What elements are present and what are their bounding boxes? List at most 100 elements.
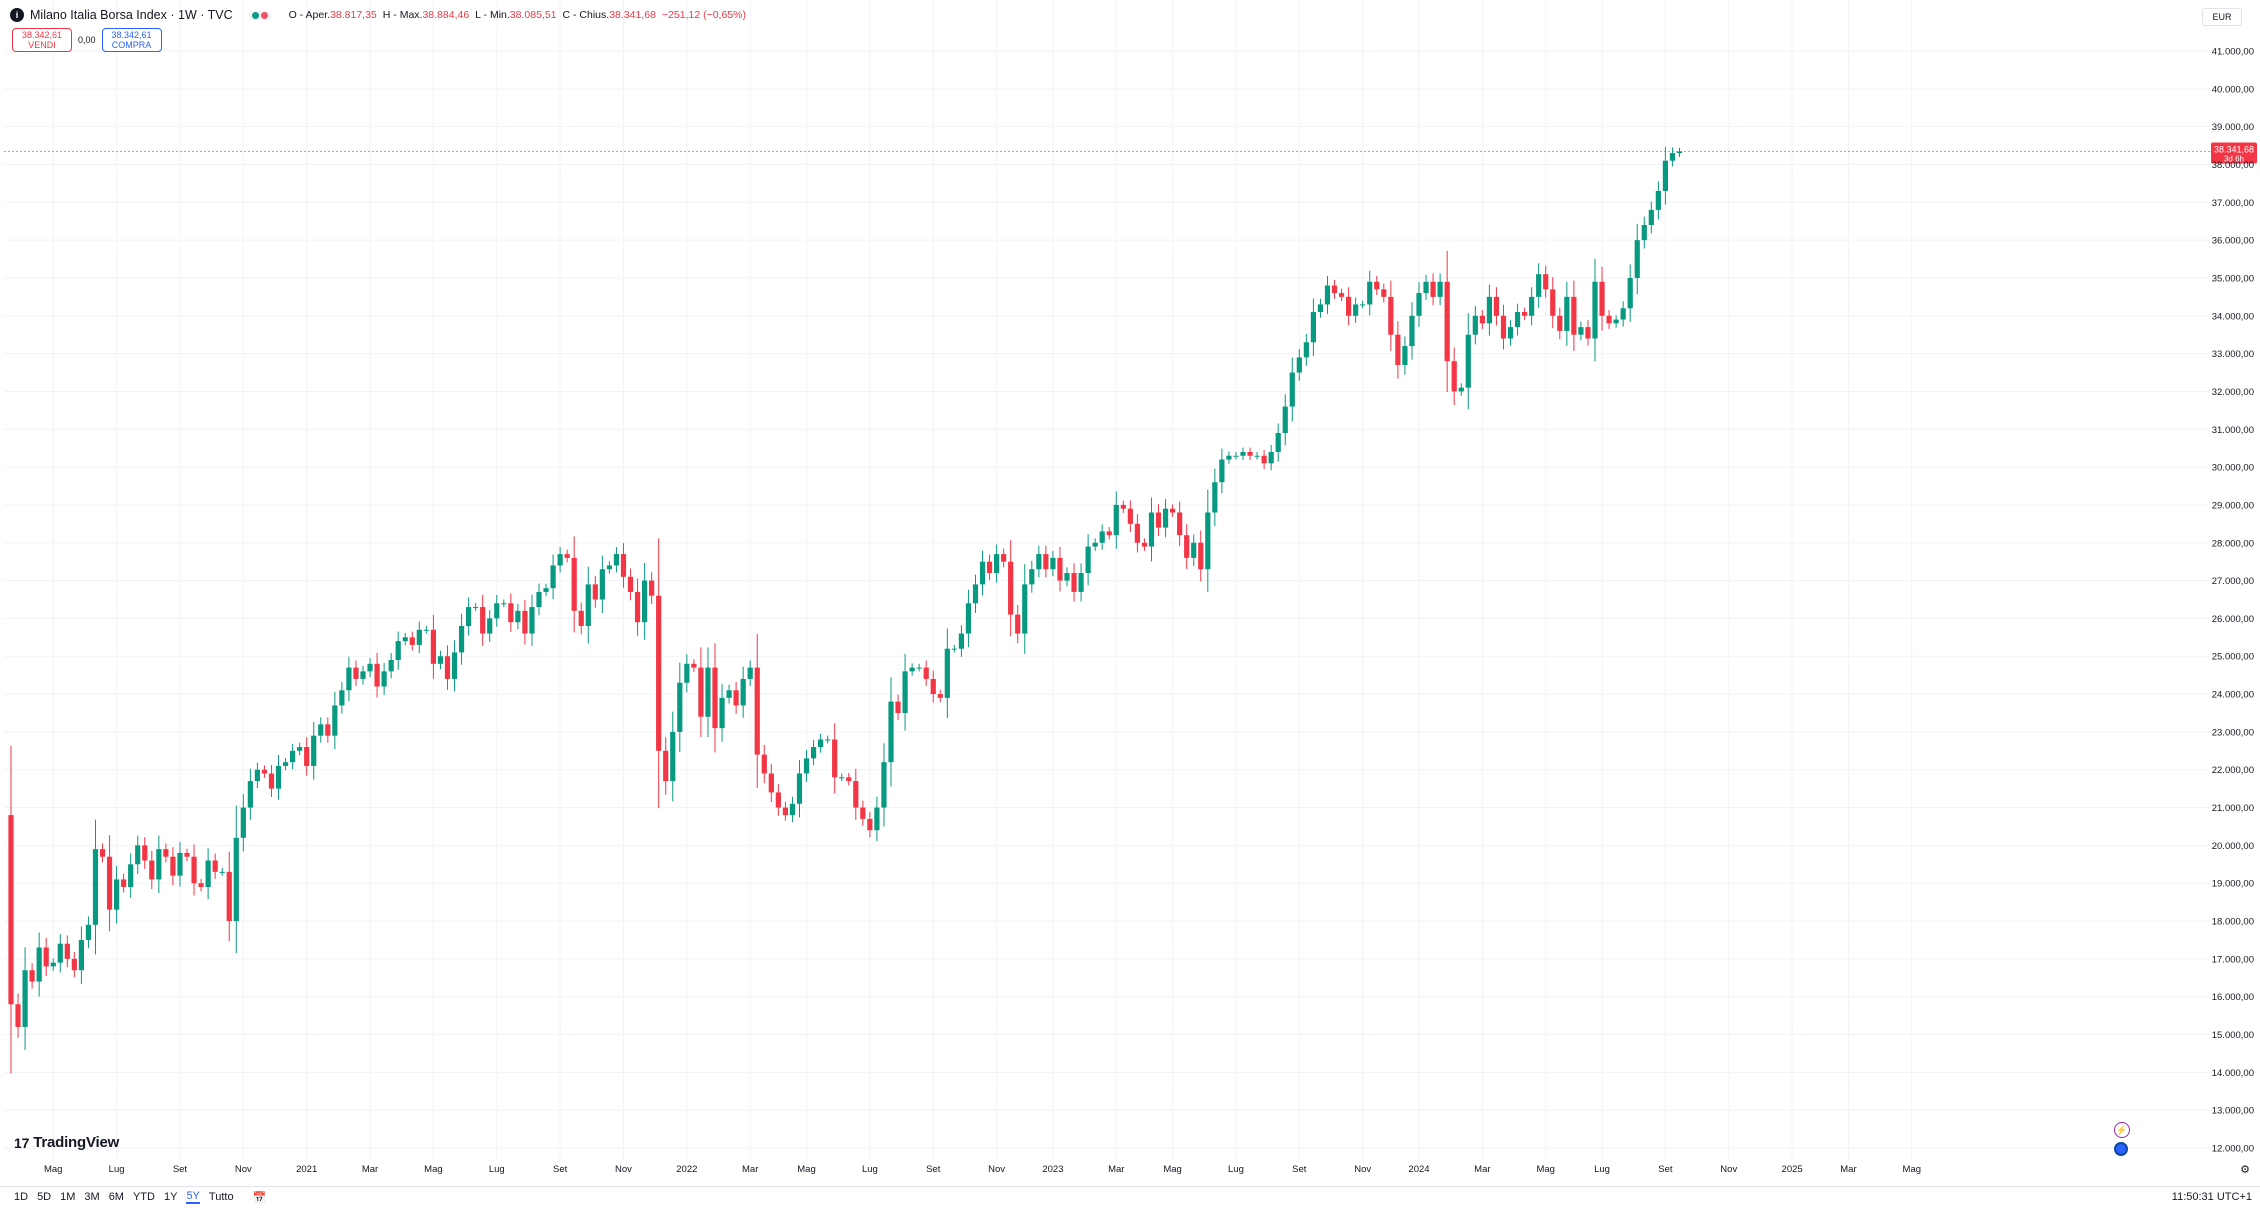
y-tick-label: 18.000,00 [2212,917,2254,928]
chart-side-icons: ⚡ [2114,1122,2130,1156]
x-tick-label: 2025 [1782,1164,1803,1175]
candle-body [233,837,239,922]
candle-body [656,595,662,751]
globe-icon[interactable] [2114,1142,2128,1156]
period-1d[interactable]: 1D [14,1191,29,1203]
candle [360,665,366,685]
candle [1606,310,1612,330]
candle-body [522,610,528,634]
tradingview-logo[interactable]: 17 TradingView [14,1134,119,1151]
period-1y[interactable]: 1Y [163,1191,178,1203]
candle [585,566,591,644]
candle-body [494,603,500,619]
candle-body [1338,293,1345,297]
candle [656,538,662,809]
candle [1543,265,1549,298]
candle-body [78,939,84,971]
calendar-range-icon[interactable]: 📅 [252,1191,267,1204]
candle [1522,307,1528,321]
candle [198,878,204,892]
candle-body [177,852,183,876]
candle-body [473,607,479,609]
x-tick-label: Set [173,1164,188,1175]
period-3m[interactable]: 3M [84,1191,100,1203]
candle [99,843,106,863]
candle-body [325,724,331,736]
clock-timezone[interactable]: 11:50:31 UTC+1 [2171,1191,2252,1203]
y-tick-label: 32.000,00 [2212,387,2254,398]
y-tick-label: 34.000,00 [2212,311,2254,322]
candle-body [972,584,979,604]
period-all[interactable]: Tutto [208,1191,234,1203]
candle-body [902,671,908,713]
candle-body [944,648,950,698]
candle-body [627,576,634,592]
candle [895,694,901,720]
ohlc-low: L - Min.38.085,51 [475,9,557,21]
candle [1613,315,1619,328]
period-1m[interactable]: 1M [60,1191,76,1203]
candle [818,733,824,753]
candle-body [1613,319,1619,324]
candle [979,550,986,596]
candle [1155,504,1162,536]
y-tick-label: 28.000,00 [2212,538,2254,549]
candle-body [304,747,310,766]
candle [402,632,408,646]
period-5d[interactable]: 5D [37,1191,52,1203]
candle [409,631,415,651]
candle-body [339,690,345,706]
candle-body [128,864,134,887]
x-tick-label: Lug [109,1164,125,1175]
candle-body [437,656,444,664]
data-status-icon [251,11,259,19]
candle-body [501,603,507,605]
candle [1191,534,1197,567]
candle-body [1374,281,1380,290]
candle-body [191,856,197,884]
italy-index-icon[interactable]: i [10,8,24,22]
candle [325,717,331,743]
candle [803,750,810,782]
symbol-title[interactable]: Milano Italia Borsa Index · 1W · TVC [30,8,233,22]
candle [606,561,612,574]
candle [599,555,605,614]
candle-body [240,807,246,838]
candle-body [114,879,120,910]
buy-button[interactable]: 38.342,61 COMPRA [101,28,162,52]
candle [501,599,507,608]
candle-body [951,648,957,650]
candle-body [1170,508,1176,513]
candle-body [1162,508,1169,528]
candle [1437,273,1443,306]
candle-body [1676,151,1683,154]
period-ytd[interactable]: YTD [132,1191,155,1203]
candle-body [99,849,106,857]
candle-body [726,690,732,698]
candle [128,853,134,898]
y-tick-label: 23.000,00 [2212,727,2254,738]
currency-selector[interactable]: EUR [2202,8,2242,26]
market-status[interactable] [248,10,271,20]
sell-button[interactable]: 38.342,61 VENDI [12,28,72,52]
y-tick-label: 26.000,00 [2212,614,2254,625]
y-tick-label: 14.000,00 [2212,1068,2254,1079]
candle-body [1550,289,1556,316]
candle-body [832,739,838,778]
candle-body [874,807,880,831]
period-6m[interactable]: 6M [108,1191,124,1203]
candle-body [895,701,901,713]
candle [649,572,655,605]
candle-body [1458,387,1464,392]
settings-gear-icon[interactable]: ⚙ [2240,1164,2250,1176]
candle [951,644,957,653]
period-5y[interactable]: 5Y [186,1190,200,1204]
flash-icon[interactable]: ⚡ [2114,1122,2130,1138]
candle-body [649,580,655,596]
y-tick-label: 27.000,00 [2212,576,2254,587]
candle [747,660,753,686]
x-tick-label: Mar [1474,1164,1490,1175]
candle [480,594,486,646]
